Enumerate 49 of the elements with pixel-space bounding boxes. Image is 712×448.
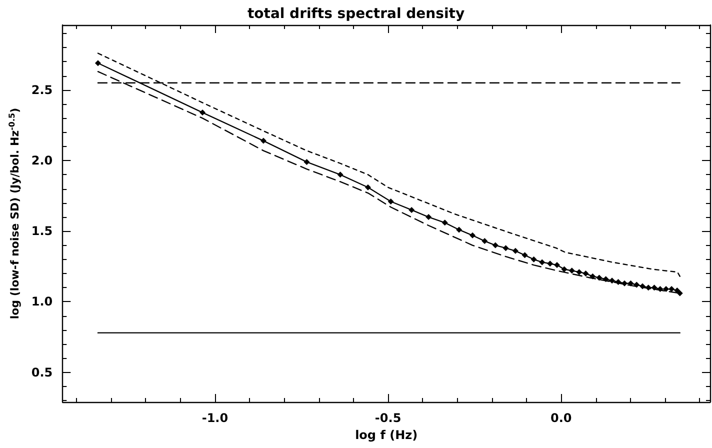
point <box>676 290 683 296</box>
x-tick-label: -1.0 <box>202 411 228 425</box>
point <box>522 252 528 258</box>
point <box>470 232 476 238</box>
point <box>609 278 616 284</box>
point <box>388 198 394 204</box>
point <box>364 184 371 190</box>
y-axis-title: log (low-f noise SD) (Jy/bol. Hz-0.5) <box>8 108 22 320</box>
point <box>94 60 101 66</box>
point <box>554 262 560 268</box>
point <box>634 282 640 288</box>
point <box>337 172 344 178</box>
point <box>621 280 628 286</box>
point <box>260 138 266 144</box>
point <box>561 266 568 272</box>
point <box>590 273 596 280</box>
point <box>582 270 589 277</box>
point <box>539 259 546 266</box>
point <box>639 283 646 290</box>
y-tick-label: 2.5 <box>31 82 53 97</box>
point <box>512 248 518 254</box>
y-tick-label: 1.0 <box>31 294 53 309</box>
point <box>596 274 602 281</box>
point <box>530 256 537 262</box>
point <box>492 242 498 248</box>
point <box>304 158 310 165</box>
point <box>602 276 609 282</box>
x-tick-label: -0.5 <box>374 411 402 425</box>
point <box>482 238 488 244</box>
point <box>568 268 575 274</box>
point <box>674 287 680 294</box>
y-tick-label: 2.0 <box>31 154 53 168</box>
point <box>200 110 206 116</box>
x-axis-title: log f (Hz) <box>355 428 418 442</box>
point <box>442 220 448 226</box>
chart-title: total drifts spectral density <box>247 6 465 22</box>
point <box>547 260 554 267</box>
point <box>628 280 634 286</box>
point <box>502 245 509 252</box>
point <box>426 214 432 220</box>
y-tick-label: 1.5 <box>31 224 53 238</box>
x-tick-label: 0.0 <box>550 411 572 425</box>
point <box>651 284 658 291</box>
point <box>576 269 582 276</box>
point <box>408 206 415 213</box>
point <box>615 278 622 285</box>
point <box>657 286 664 292</box>
point <box>456 226 462 233</box>
y-tick-label: 0.5 <box>31 365 53 380</box>
